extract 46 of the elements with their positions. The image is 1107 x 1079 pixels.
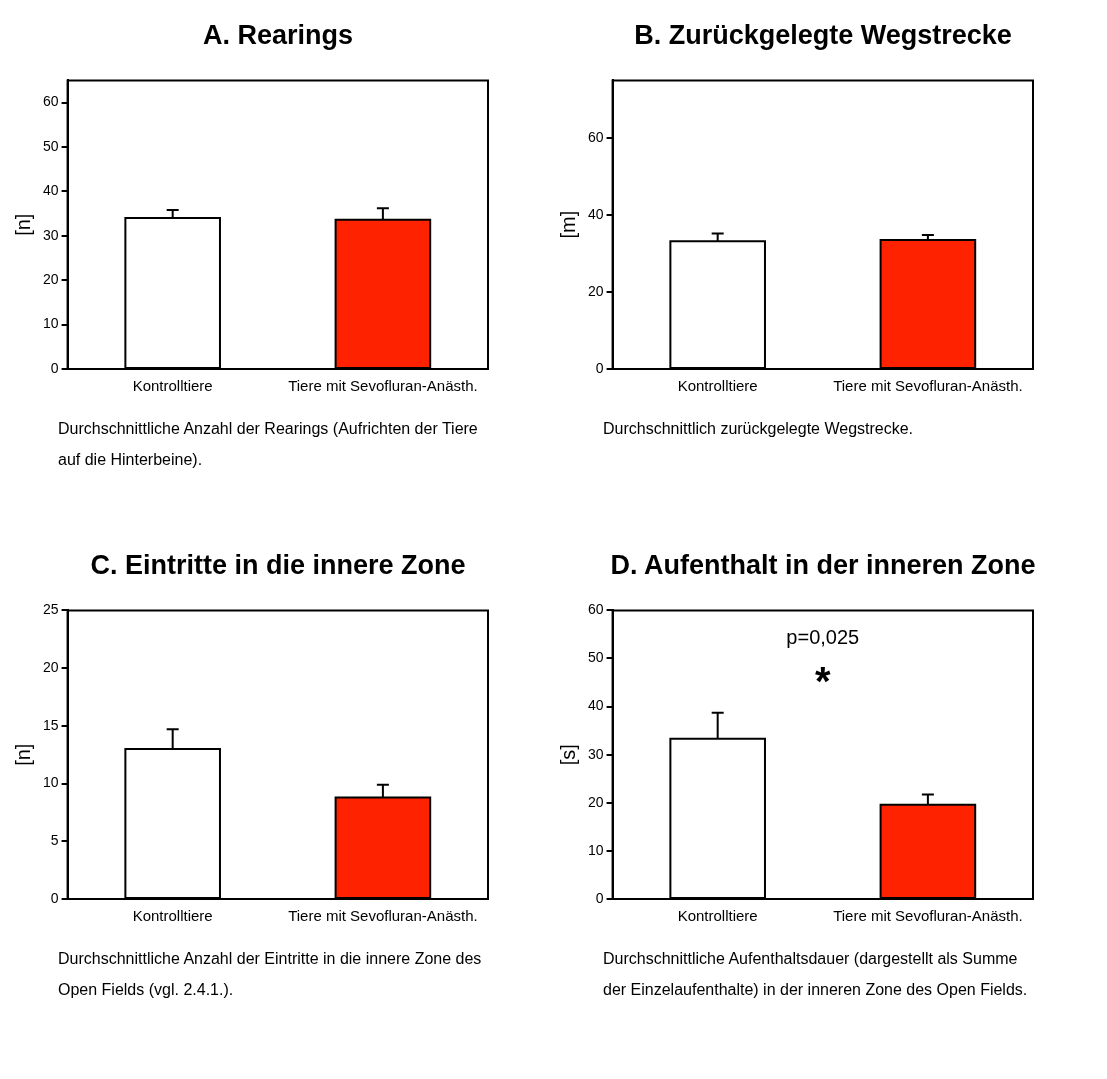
y-axis-title: [s] <box>556 744 579 766</box>
text: Durchschnittliche Aufenthaltsdauer (dargestellt als Summe der Einzelaufenthalte) in der inneren Zone des Open Fields. <box>603 949 1029 1000</box>
x-tick-label: Tiere mit Sevofluran-Anästh. <box>833 377 1023 395</box>
text: Durchschnittliche Anzahl der Rearings (Aufrichten der Tiere auf die Hinterbeine). <box>58 419 479 470</box>
x-tick-label: Tiere mit Sevofluran-Anästh. <box>288 377 478 395</box>
chart-title: B. Zurückgelegte Wegstrecke <box>633 20 1013 51</box>
y-tick-label: 30 <box>587 745 604 762</box>
y-tick-label: 20 <box>42 271 59 288</box>
y-tick-label: 25 <box>42 601 59 618</box>
x-tick-label: Kontrolltiere <box>677 377 758 395</box>
annotation: p=0,025 <box>786 625 860 648</box>
y-tick-label: 0 <box>595 889 604 906</box>
y-tick-label: 20 <box>587 793 604 810</box>
x-tick-label: Kontrolltiere <box>132 907 213 925</box>
y-axis-title: [n] <box>11 743 34 766</box>
chart-title: D. Aufenthalt in der inneren Zone <box>609 550 1037 581</box>
y-tick-label: 60 <box>42 93 59 110</box>
y-tick-label: 15 <box>42 716 59 733</box>
y-tick-label: 20 <box>587 282 604 299</box>
y-tick-label: 10 <box>587 841 604 858</box>
y-tick-label: 0 <box>50 889 59 906</box>
chart-title: A. Rearings <box>201 20 354 51</box>
y-tick-label: 10 <box>42 774 59 791</box>
y-tick-label: 40 <box>42 182 59 199</box>
y-tick-label: 60 <box>587 128 604 145</box>
y-tick-label: 60 <box>587 601 604 618</box>
y-tick-label: 50 <box>587 649 604 666</box>
y-axis-title: [n] <box>11 213 34 236</box>
y-tick-label: 5 <box>50 832 59 849</box>
y-tick-label: 50 <box>42 137 59 154</box>
y-axis-title: [m] <box>556 210 579 239</box>
y-tick-label: 30 <box>42 226 59 243</box>
x-tick-label: Tiere mit Sevofluran-Anästh. <box>288 907 478 925</box>
text: Durchschnittliche Anzahl der Eintritte in die innere Zone des Open Fields (vgl. 2.4.1.). <box>58 949 483 1000</box>
x-tick-label: Tiere mit Sevofluran-Anästh. <box>833 907 1023 925</box>
x-tick-label: Kontrolltiere <box>677 907 758 925</box>
x-tick-label: Kontrolltiere <box>132 377 213 395</box>
y-tick-label: 0 <box>50 359 59 376</box>
y-tick-label: 40 <box>587 205 604 222</box>
y-tick-label: 40 <box>587 697 604 714</box>
chart-title: C. Eintritte in die innere Zone <box>89 550 467 581</box>
y-tick-label: 20 <box>42 658 59 675</box>
annotation: * <box>815 659 831 704</box>
y-tick-label: 10 <box>42 315 59 332</box>
text: Durchschnittlich zurückgelegte Wegstrecke. <box>603 419 915 439</box>
y-tick-label: 0 <box>595 359 604 376</box>
